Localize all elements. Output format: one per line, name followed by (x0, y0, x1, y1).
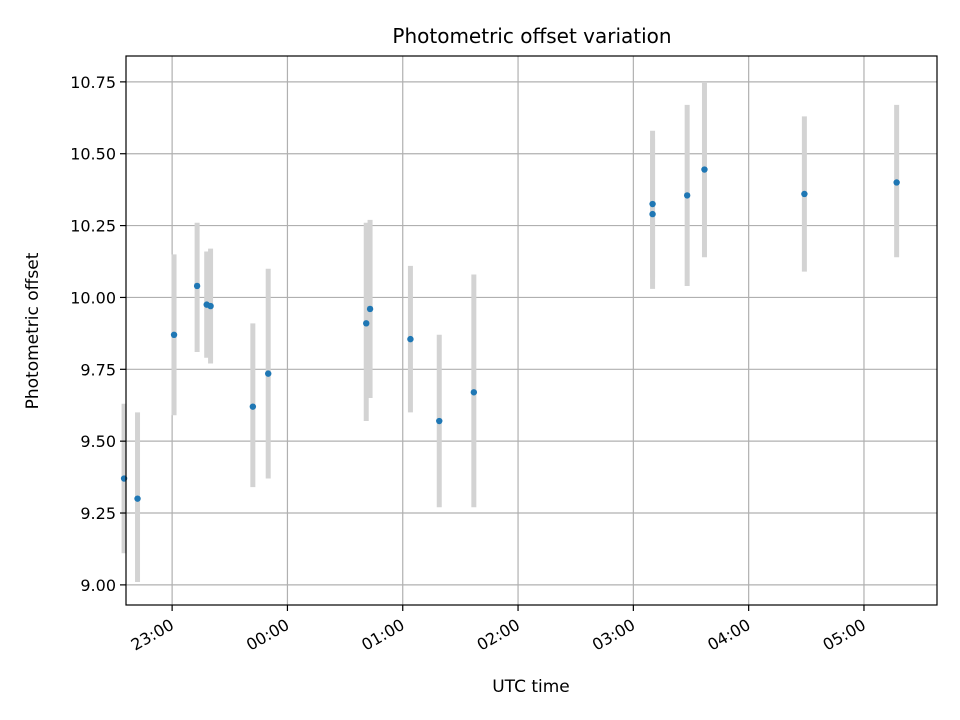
data-point (207, 302, 214, 310)
data-point (470, 389, 478, 396)
y-axis-label: Photometric offset (23, 252, 43, 409)
data-point (366, 305, 374, 313)
data-point (407, 335, 414, 343)
plot-frame (125, 55, 938, 606)
data-point (265, 370, 272, 377)
y-tick-label: 10.75 (70, 73, 116, 92)
data-point (649, 210, 656, 218)
x-axis-label: UTC time (492, 677, 570, 697)
data-point (701, 166, 708, 173)
data-point (436, 417, 443, 425)
point-layer (120, 166, 900, 502)
chart-title: Photometric offset variation (392, 24, 671, 48)
data-point (193, 282, 201, 290)
y-tick-label: 9.00 (80, 576, 116, 595)
grid-layer (126, 56, 937, 605)
data-point (649, 200, 656, 208)
y-tick-label: 9.25 (80, 504, 116, 523)
data-point (683, 192, 691, 199)
data-point (363, 320, 370, 327)
y-tick-label: 10.50 (70, 145, 116, 164)
data-point (801, 190, 808, 198)
y-tick-label: 10.25 (70, 217, 116, 236)
data-point (893, 179, 900, 186)
data-point (134, 495, 141, 502)
y-tick-label: 9.50 (80, 432, 116, 451)
y-tick-label: 9.75 (80, 360, 116, 379)
data-point (249, 403, 257, 410)
data-point (170, 331, 178, 339)
y-tick-label: 10.00 (70, 288, 116, 307)
